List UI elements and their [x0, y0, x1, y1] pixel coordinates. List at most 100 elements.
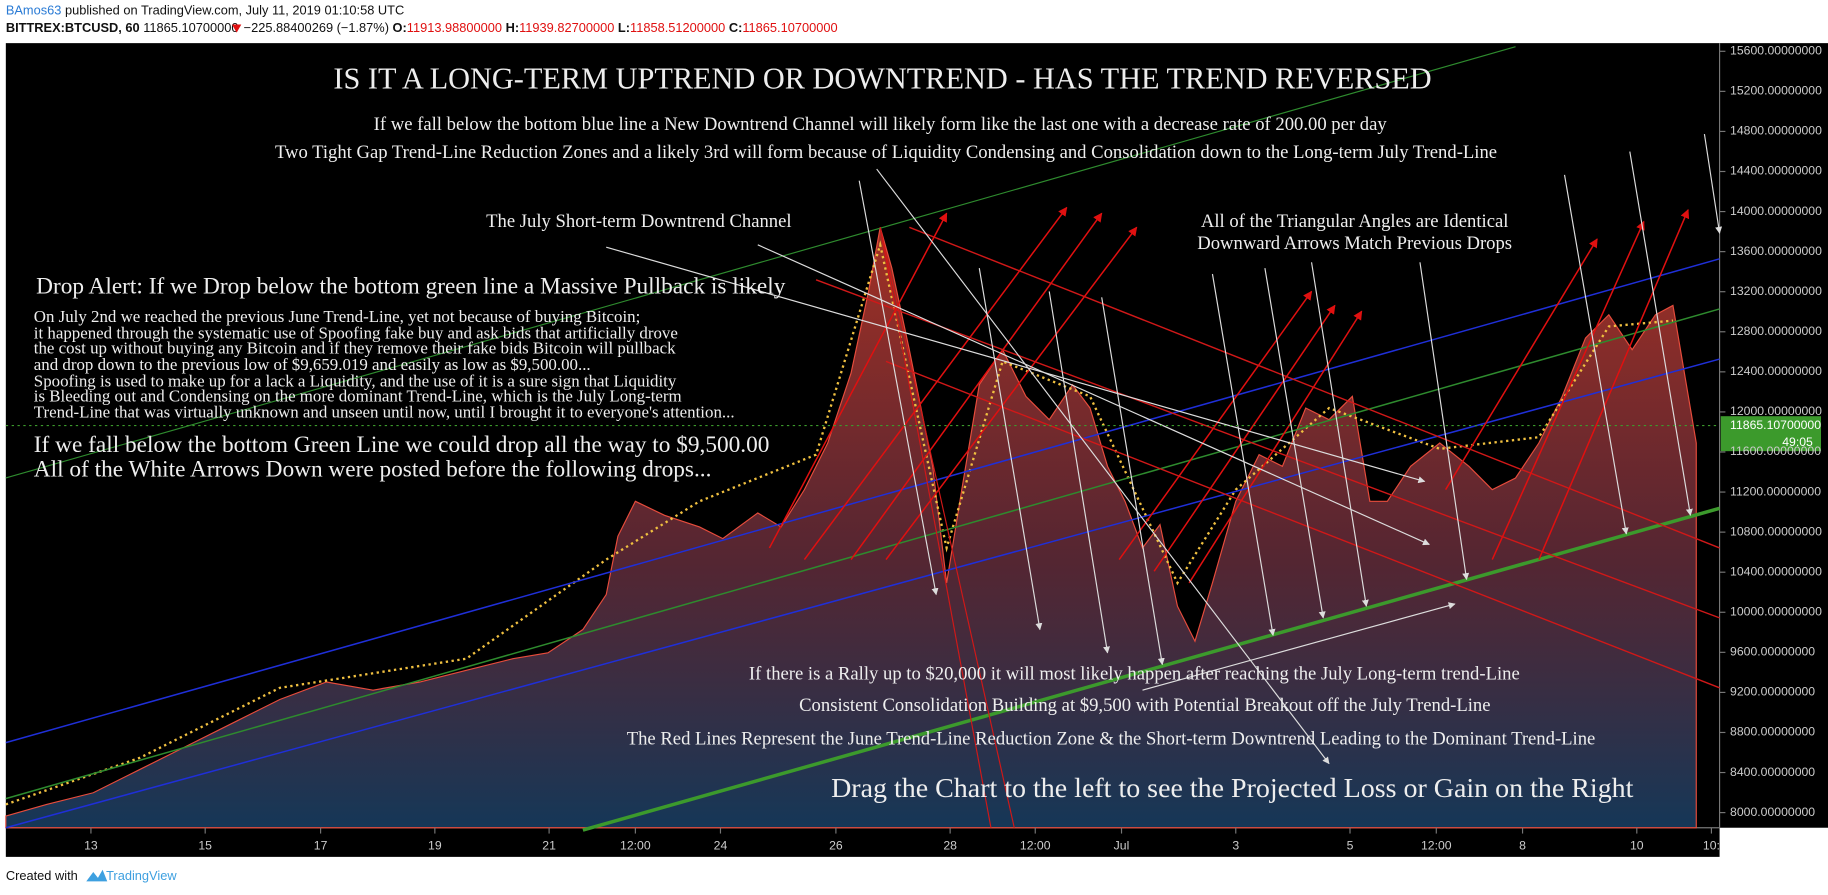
- annotation: If we fall below the bottom blue line a …: [374, 114, 1388, 135]
- red-trend-line: [879, 227, 992, 828]
- price-tick-label: 12000.00000000: [1730, 404, 1822, 418]
- price-tick-label: 10800.00000000: [1730, 524, 1822, 538]
- annotation: All of the White Arrows Down were posted…: [34, 456, 712, 482]
- brand-logo: [86, 869, 108, 882]
- last: 11865.10700000: [143, 21, 238, 36]
- footer-created: Created with: [6, 868, 78, 883]
- time-tick-label: 10:: [1703, 839, 1720, 853]
- price-axis: 15600.00000000 15200.00000000 14800.000000…: [1719, 44, 1822, 819]
- price-tick-label: 15200.00000000: [1730, 84, 1822, 98]
- time-axis: 13 15 17 19 21 12:00 24 26 28 12:00 Jul 3 5 12:00 8 10 1…: [84, 827, 1720, 853]
- time-tick-label: 13: [84, 839, 98, 853]
- green-trend-line: [582, 506, 1721, 832]
- annotation: Consistent Consolidation Building at $9,…: [799, 695, 1490, 716]
- price-tick-label: 13600.00000000: [1730, 244, 1822, 258]
- time-tick-label: 15: [198, 839, 212, 853]
- annotation: Two Tight Gap Trend-Line Reduction Zones…: [275, 142, 1497, 163]
- annotation: and drop down to the previous low of $9,…: [34, 355, 591, 374]
- published: published on TradingView.com, July 11, 2…: [65, 3, 404, 18]
- annotation: On July 2nd we reached the previous June…: [34, 307, 641, 326]
- time-tick-label: 5: [1347, 839, 1354, 853]
- annotation: The July Short-term Downtrend Channel: [486, 211, 791, 232]
- annotation: Drag the Chart to the left to see the Pr…: [831, 773, 1634, 804]
- time-tick-label: 21: [542, 839, 556, 853]
- red-trend-line: [879, 227, 1015, 828]
- red-arrows: [768, 206, 1690, 584]
- annotation: it happened through the systematic use o…: [34, 323, 678, 342]
- annotation: All of the Triangular Angles are Identic…: [1201, 211, 1508, 232]
- blue-trend-line: [5, 258, 1720, 744]
- time-tick-label: 10: [1630, 839, 1644, 853]
- red-trend-line: [815, 279, 1720, 619]
- open-label: O:: [393, 21, 407, 36]
- high-label: H:: [506, 21, 520, 36]
- price-tick-label: 12800.00000000: [1730, 324, 1822, 338]
- red-trend-line: [885, 360, 1720, 689]
- price-tick-label: 14800.00000000: [1730, 124, 1822, 138]
- price-tick-label: 14400.00000000: [1730, 164, 1822, 178]
- annotation: Spoofing is used to make up for a lack a…: [34, 371, 677, 390]
- header-line-2: BITTREX:BTCUSD, 60 11865.10700000: [6, 21, 239, 36]
- change: −225.88400269 (−1.87%): [244, 21, 389, 36]
- price-tick-label: 11600.00000000: [1730, 444, 1821, 458]
- price-area: [5, 227, 1697, 829]
- blue-trend-line: [5, 358, 1720, 829]
- symbol: BITTREX:BTCUSD, 60: [6, 21, 140, 36]
- dotted-indicator: [5, 240, 1674, 806]
- chart-title: IS IT A LONG-TERM UPTREND OR DOWNTREND -…: [333, 62, 1431, 96]
- countdown: 49:05: [1782, 435, 1813, 449]
- time-tick-label: 17: [314, 839, 328, 853]
- time-tick-label: 26: [829, 839, 843, 853]
- close: 11865.10700000: [742, 21, 837, 36]
- time-axis-panel: [5, 827, 1720, 857]
- annotation: Downward Arrows Match Previous Drops: [1197, 233, 1512, 254]
- price-tick-label: 14000.00000000: [1730, 204, 1822, 218]
- annotation: Trend-Line that was virtually unknown an…: [34, 403, 735, 422]
- price-tick-label: 9200.00000000: [1730, 685, 1815, 699]
- footer-brand[interactable]: TradingView: [106, 868, 177, 883]
- header-bg: [0, 0, 1828, 44]
- price-tick-label: 10400.00000000: [1730, 564, 1822, 578]
- annotation: is Bleeding out and Condensing on the mo…: [34, 386, 682, 405]
- annotation: The Red Lines Represent the June Trend-L…: [627, 729, 1596, 750]
- down-icon: [231, 24, 242, 33]
- price-tick-label: 8400.00000000: [1730, 765, 1815, 779]
- annotation: the cost up without buying any Bitcoin a…: [34, 339, 676, 358]
- price-tick-label: 15600.00000000: [1730, 44, 1822, 58]
- price-tick-label: 10000.00000000: [1730, 604, 1822, 618]
- last-price: 11865.10700000: [1730, 418, 1821, 432]
- time-tick-label: 19: [428, 839, 442, 853]
- high: 11939.82700000: [519, 21, 614, 36]
- last-price-box: [1720, 416, 1822, 452]
- header-line-1: BAmos63 published on TradingView.com, Ju…: [6, 3, 404, 18]
- price-tick-label: 8000.00000000: [1730, 805, 1815, 819]
- time-tick-label: 12:00: [1421, 839, 1452, 853]
- time-tick-label: 12:00: [1020, 839, 1051, 853]
- price-tick-label: 8800.00000000: [1730, 725, 1815, 739]
- low: 11858.51200000: [630, 21, 725, 36]
- annotation: If there is a Rally up to $20,000 it wil…: [749, 663, 1520, 684]
- author[interactable]: BAmos63: [6, 3, 62, 18]
- plot: [5, 46, 1723, 832]
- red-trend-line: [909, 226, 1720, 549]
- annotation: Drop Alert: If we Drop below the bottom …: [36, 273, 786, 299]
- time-tick-label: 3: [1232, 839, 1239, 853]
- green-trend-line: [5, 46, 1516, 479]
- price-tick-label: 13200.00000000: [1730, 284, 1822, 298]
- time-tick-label: 24: [714, 839, 728, 853]
- open: 11913.98800000: [407, 21, 502, 36]
- header-line-2b: −225.88400269 (−1.87%) O:11913.98800000 …: [244, 21, 838, 36]
- low-label: L:: [618, 21, 630, 36]
- price-tick-label: 12400.00000000: [1730, 364, 1822, 378]
- price-tick-label: 9600.00000000: [1730, 645, 1815, 659]
- price-tick-label: 11200.00000000: [1730, 484, 1821, 498]
- annotations: IS IT A LONG-TERM UPTREND OR DOWNTREND -…: [34, 62, 1634, 804]
- close-label: C:: [729, 21, 743, 36]
- time-tick-label: 28: [943, 839, 957, 853]
- time-tick-label: 8: [1519, 839, 1526, 853]
- annotation: If we fall below the bottom Green Line w…: [34, 432, 770, 458]
- green-trend-line: [5, 308, 1720, 800]
